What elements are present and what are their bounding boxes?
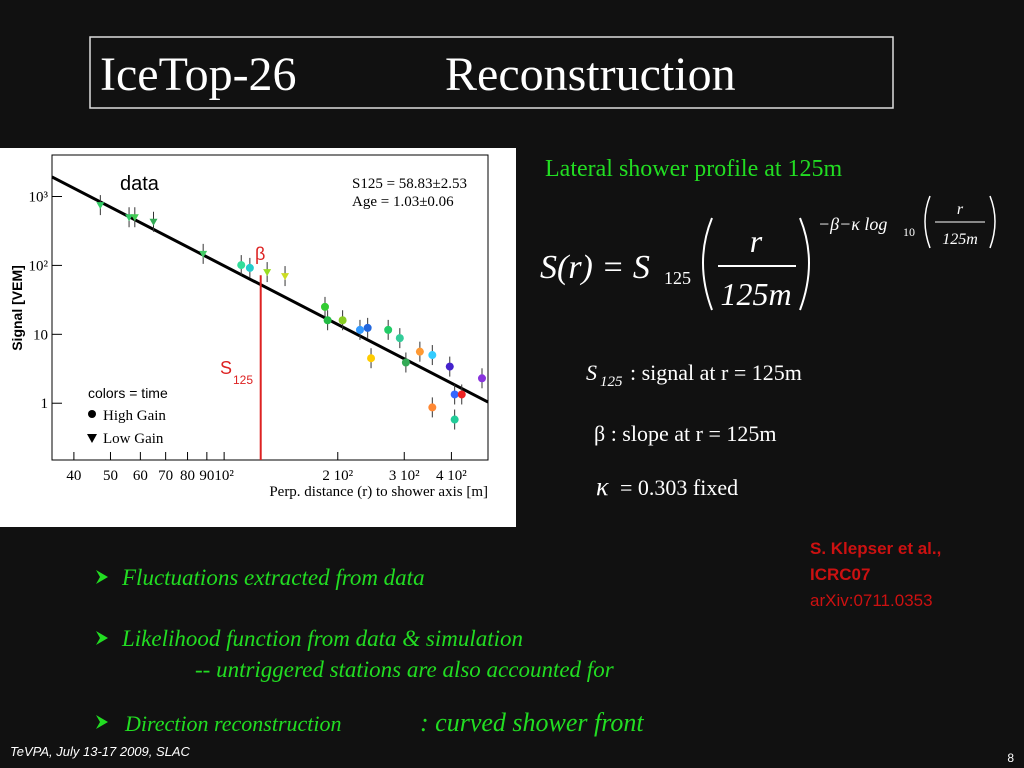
footer: TeVPA, July 13-17 2009, SLAC [10,744,191,759]
fit-text: S125 = 58.83±2.53 [352,176,467,192]
data-point [445,362,454,371]
citation: ICRC07 [810,565,870,584]
bullet: Likelihood function from data & simulati… [121,626,523,651]
data-point [450,415,459,424]
definition: 125 [600,374,623,390]
bullet: : curved shower front [420,708,644,737]
definition: κ [596,472,609,501]
legend-marker [88,410,96,418]
formula-heading: Lateral shower profile at 125m [545,156,843,182]
data-point [149,218,158,226]
bullet-icons [96,570,108,729]
data-point [263,269,272,277]
data-point [199,250,208,258]
data-point [320,302,329,311]
x-tick-label: 60 [133,468,148,484]
plot-background [0,148,516,527]
data-point [96,202,105,210]
bullet-icon [96,570,108,584]
data-point [338,316,347,325]
paren [924,195,931,249]
paren [799,217,810,311]
data-point [367,354,376,363]
y-axis-label: Signal [VEM] [9,265,25,351]
s125-label: S [220,358,232,378]
data-point [428,403,437,412]
paren [702,217,713,311]
legend-text: colors = time [88,385,168,401]
formula-exp-den: 125m [942,231,978,248]
data-point [428,351,437,360]
formula-lhs: S(r) = S [540,249,650,286]
formula-exp-num: r [957,201,964,218]
x-tick-label: 50 [103,468,118,484]
bullet: -- untriggered stations are also account… [195,657,615,682]
y-tick-label: 10² [29,258,49,274]
page-number: 8 [1007,751,1014,765]
x-tick-label: 3 10² [389,468,420,484]
y-tick-label: 10³ [29,189,49,205]
data-point [415,347,424,356]
data-point [130,214,139,222]
x-tick-label: 90 [199,468,214,484]
title: IceTop-26 [100,48,297,101]
title: Reconstruction [445,48,736,101]
plot-frame [51,154,489,461]
formula-num: r [750,223,763,259]
data-point [457,390,466,399]
data-point [384,325,393,334]
s125-sub: 125 [233,373,253,387]
bullet: Direction reconstruction [124,711,342,736]
x-tick-label: 70 [158,468,173,484]
x-axis-label: Perp. distance (r) to shower axis [m] [269,484,488,500]
y-tick-label: 10 [33,327,48,343]
plot-legend-title: data [120,173,160,195]
bullet: Fluctuations extracted from data [121,565,425,590]
y-tick-label: 1 [41,396,49,412]
title-box [89,36,894,109]
data-point [401,358,410,367]
legend-text: High Gain [103,408,166,424]
formula-sub: 125 [664,268,691,288]
data-point [477,374,486,383]
legend-text: Low Gain [103,431,164,447]
data-point [450,390,459,399]
fit-line [51,175,489,404]
citation: arXiv:0711.0353 [810,591,933,610]
paren [989,195,996,249]
fit-text: Age = 1.03±0.06 [352,194,454,210]
legend-marker [87,434,97,443]
formula-exp: −β−κ log [818,214,887,234]
definition: S [586,360,597,385]
x-tick-label: 40 [66,468,81,484]
data-point [355,325,364,334]
bullet-icon [96,631,108,645]
data-point [237,261,246,270]
data-point [363,323,372,332]
data-point [395,334,404,343]
formula-den: 125m [720,276,791,312]
x-tick-label: 80 [180,468,195,484]
x-tick-label: 4 10² [436,468,467,484]
x-tick-label: 10² [214,468,234,484]
x-tick-label: 2 10² [322,468,353,484]
beta-label: β [255,244,265,264]
data-point [323,316,332,325]
definition: : signal at r = 125m [630,360,802,385]
data-point [245,263,254,272]
definition: β : slope at r = 125m [594,421,776,446]
definition: = 0.303 fixed [620,475,738,500]
bullet-icon [96,715,108,729]
citation: S. Klepser et al., [810,539,941,558]
formula-exp-sub: 10 [903,225,915,239]
data-point [281,273,290,281]
data-point [125,214,134,222]
